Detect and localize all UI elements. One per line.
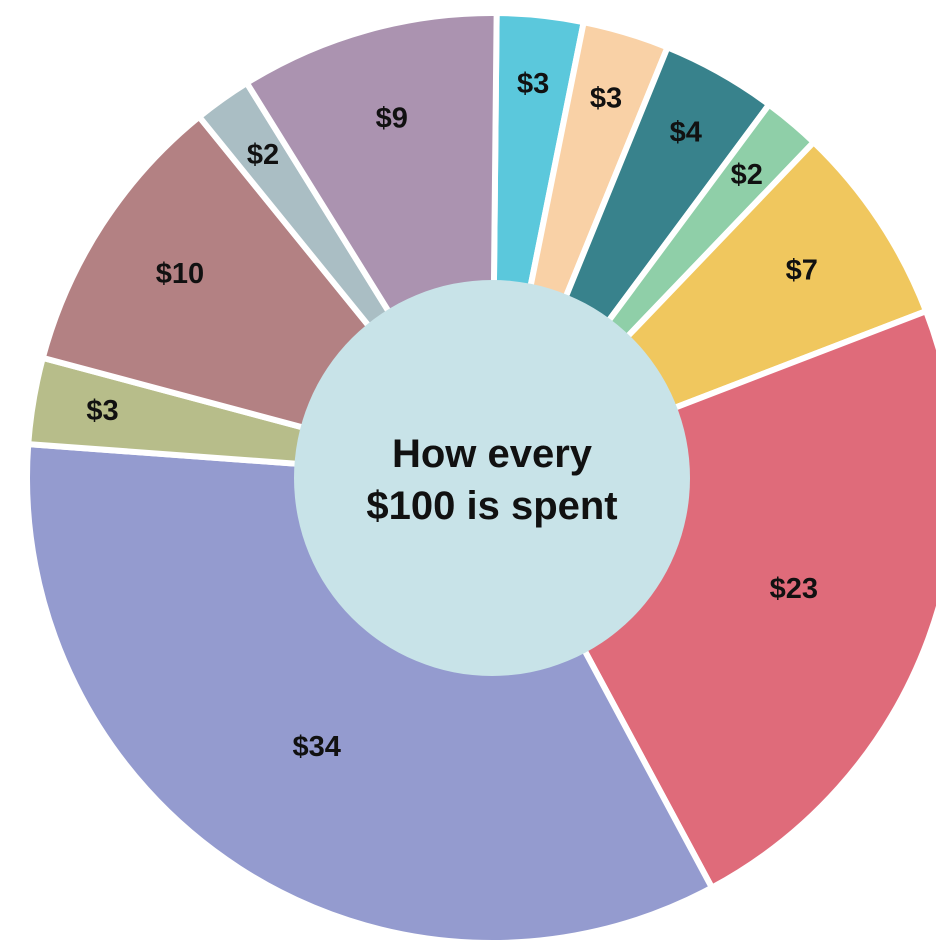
data-label: $3 <box>86 395 118 427</box>
data-label: $7 <box>786 255 818 287</box>
data-label: $34 <box>293 731 341 763</box>
data-label: $10 <box>156 258 204 290</box>
data-label: $2 <box>731 159 763 191</box>
data-label: $2 <box>247 139 279 171</box>
data-label: $3 <box>517 68 549 100</box>
data-label: $3 <box>590 82 622 114</box>
data-label: $9 <box>376 102 408 134</box>
center-title: How every $100 is spent <box>366 432 618 528</box>
data-label: $23 <box>770 573 818 605</box>
center-circle <box>294 280 690 676</box>
data-label: $4 <box>670 116 702 148</box>
